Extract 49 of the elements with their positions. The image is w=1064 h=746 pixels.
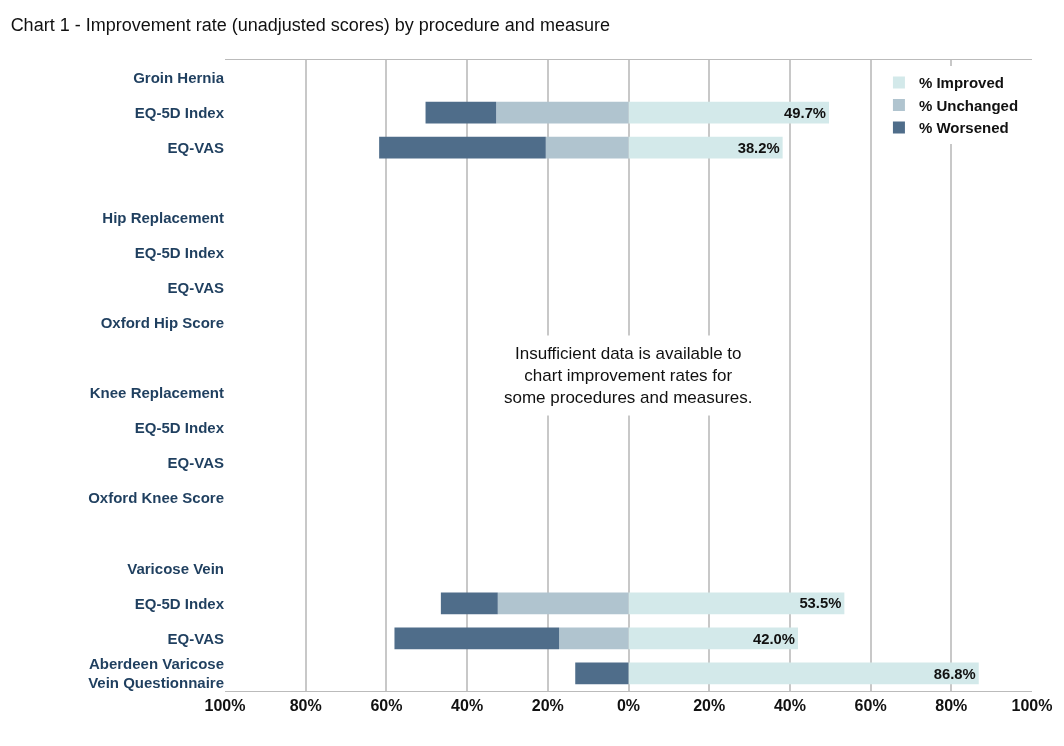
- bar: [559, 627, 629, 650]
- y-tick-label: EQ-5D Index: [134, 244, 225, 262]
- y-tick-label: Varicose Vein: [127, 559, 224, 577]
- legend-label: % Improved: [918, 74, 1004, 92]
- y-tick-label: EQ-5D Index: [134, 419, 225, 437]
- data-label: 86.8%: [933, 665, 976, 682]
- data-label: 49.7%: [784, 104, 827, 121]
- bar: [628, 101, 830, 124]
- bar: [628, 592, 845, 615]
- x-tick-label: 60%: [854, 697, 887, 715]
- y-tick-label: Oxford Hip Score: [100, 314, 224, 332]
- legend-label: % Worsened: [918, 119, 1009, 137]
- x-tick-label: 40%: [451, 697, 484, 715]
- data-label: 53.5%: [799, 595, 842, 612]
- bar: [497, 592, 629, 615]
- x-tick-label: 0%: [616, 697, 641, 715]
- y-tick-label: Groin Hernia: [133, 68, 225, 86]
- x-tick-label: 80%: [289, 697, 322, 715]
- data-label: 42.0%: [752, 630, 795, 647]
- y-tick-label: EQ-5D Index: [134, 594, 225, 612]
- y-tick-label: Knee Replacement: [89, 384, 224, 402]
- x-tick-label: 20%: [531, 697, 564, 715]
- chart-title: Chart 1 - Improvement rate (unadjusted scores) by procedure and measure: [10, 15, 610, 36]
- x-tick-label: 100%: [1011, 697, 1053, 715]
- x-tick-label: 20%: [693, 697, 726, 715]
- bar: [545, 136, 629, 159]
- annotation: Insufficient data is available to chart improvement rates for some procedures and measures.: [504, 344, 753, 408]
- bar: [425, 101, 497, 124]
- y-tick-label: Hip Replacement: [102, 209, 224, 226]
- bar: [394, 627, 560, 650]
- y-tick-label: Aberdeen Varicose Vein Questionnaire: [88, 654, 224, 692]
- data-label: 38.2%: [737, 139, 780, 156]
- x-tick-label: 40%: [773, 697, 806, 715]
- y-tick-label: EQ-VAS: [167, 629, 224, 647]
- y-tick-label: Oxford Knee Score: [88, 489, 224, 507]
- x-tick-label: 100%: [204, 697, 246, 715]
- bar: [379, 136, 546, 159]
- y-tick-label: EQ-VAS: [167, 138, 224, 156]
- y-tick-label: EQ-VAS: [167, 279, 224, 297]
- x-tick-label: 60%: [370, 697, 403, 715]
- y-tick-label: EQ-5D Index: [134, 103, 225, 121]
- bar: [628, 662, 979, 685]
- bar: [628, 136, 783, 159]
- bar: [496, 101, 629, 124]
- bar: [440, 592, 498, 615]
- legend-label: % Unchanged: [918, 96, 1019, 114]
- y-tick-label: EQ-VAS: [167, 454, 224, 472]
- x-tick-label: 80%: [935, 697, 968, 715]
- bar: [575, 662, 629, 685]
